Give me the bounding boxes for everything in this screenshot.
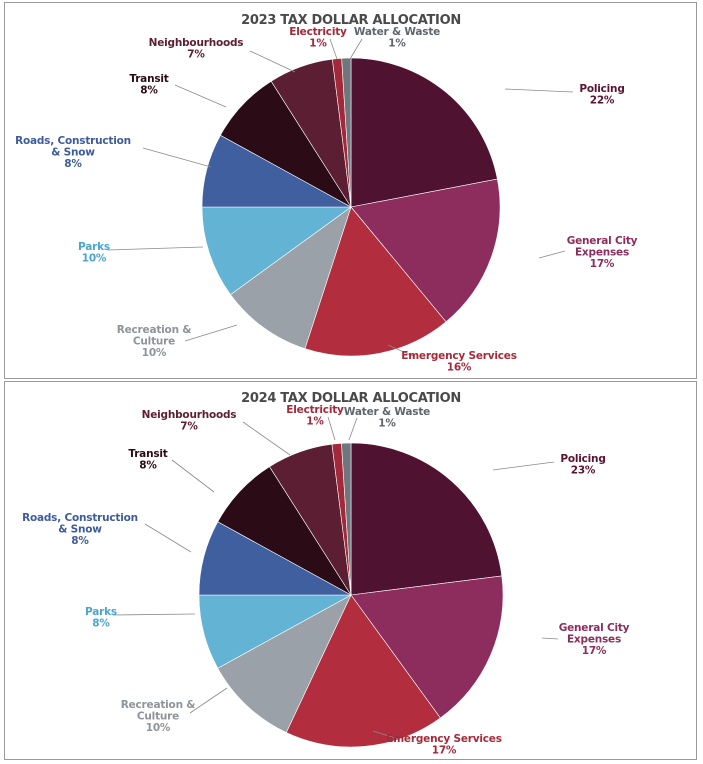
pie-slice-general-city-expenses — [350, 575, 504, 719]
pie-slice-emergency-services — [304, 206, 447, 357]
pie-slice-policing — [350, 442, 503, 596]
pie-slice-parks — [201, 206, 352, 295]
data-label-roads-construction-and-snow: Roads, Construction & Snow 8% — [22, 512, 138, 547]
data-label-recreation-and-culture: Recreation & Culture 10% — [121, 699, 196, 734]
chart-title: 2024 TAX DOLLAR ALLOCATION — [241, 391, 461, 406]
data-label-emergency-services: Emergency Services 17% — [386, 733, 502, 757]
chart-title: 2023 TAX DOLLAR ALLOCATION — [241, 13, 461, 28]
leader-line-roads-construction-and-snow — [142, 147, 212, 168]
chart-panel-2023: 2023 TAX DOLLAR ALLOCATION Policing 22% Ge… — [4, 2, 697, 379]
leader-line-transit — [171, 459, 215, 493]
leader-line-electricity — [329, 38, 338, 60]
leader-line-general-city-expenses — [541, 637, 559, 640]
pie-slice-recreation-and-culture — [230, 206, 352, 350]
leader-line-electricity — [327, 416, 336, 441]
leader-line-water-and-waste — [349, 38, 363, 60]
data-label-neighbourhoods: Neighbourhoods 7% — [142, 409, 237, 433]
leader-line-neighbourhoods — [242, 421, 291, 456]
pie-slices — [201, 57, 501, 357]
data-label-policing: Policing 22% — [579, 83, 624, 107]
leader-line-general-city-expenses — [538, 250, 566, 259]
leader-line-neighbourhoods — [249, 50, 296, 73]
leader-line-emergency-services — [387, 344, 416, 358]
data-label-emergency-services: Emergency Services 16% — [401, 350, 517, 374]
data-label-parks: Parks 10% — [78, 241, 110, 265]
pie-chart-2024: 2024 TAX DOLLAR ALLOCATION Policing 23% Ge… — [22, 391, 630, 757]
pie-slice-general-city-expenses — [350, 178, 501, 323]
data-label-electricity: Electricity 1% — [289, 26, 347, 50]
leader-line-policing — [504, 88, 574, 93]
data-label-neighbourhoods: Neighbourhoods 7% — [149, 37, 244, 61]
leader-line-water-and-waste — [348, 417, 358, 441]
data-label-water-and-waste: Water & Waste 1% — [344, 406, 430, 430]
pie-chart-2023: 2023 TAX DOLLAR ALLOCATION Policing 22% Ge… — [15, 13, 638, 374]
data-label-recreation-and-culture: Recreation & Culture 10% — [117, 324, 192, 359]
leader-line-parks — [112, 613, 196, 616]
leader-line-roads-construction-and-snow — [144, 523, 192, 553]
chart-panel-2024: 2024 TAX DOLLAR ALLOCATION Policing 23% Ge… — [4, 381, 697, 760]
data-label-electricity: Electricity 1% — [286, 404, 344, 428]
data-label-roads-construction-and-snow: Roads, Construction & Snow 8% — [15, 135, 131, 170]
pie-slices — [198, 442, 504, 748]
data-label-general-city-expenses: General City Expenses 17% — [567, 235, 638, 270]
leader-line-recreation-and-culture — [189, 687, 228, 714]
data-label-transit: Transit 8% — [129, 73, 168, 97]
data-label-parks: Parks 8% — [85, 606, 117, 630]
leader-line-transit — [174, 84, 227, 108]
data-label-transit: Transit 8% — [128, 448, 167, 472]
leader-line-recreation-and-culture — [184, 324, 238, 342]
data-label-policing: Policing 23% — [560, 453, 605, 477]
leader-line-parks — [107, 246, 204, 251]
data-label-water-and-waste: Water & Waste 1% — [354, 26, 440, 50]
pie-slice-policing — [350, 57, 498, 208]
pie-slice-emergency-services — [285, 594, 441, 748]
leader-line-emergency-services — [372, 730, 399, 740]
pie-slice-water-and-waste — [341, 442, 352, 596]
pie-slice-recreation-and-culture — [217, 594, 352, 733]
data-label-general-city-expenses: General City Expenses 17% — [559, 622, 630, 657]
leader-line-policing — [492, 461, 555, 471]
